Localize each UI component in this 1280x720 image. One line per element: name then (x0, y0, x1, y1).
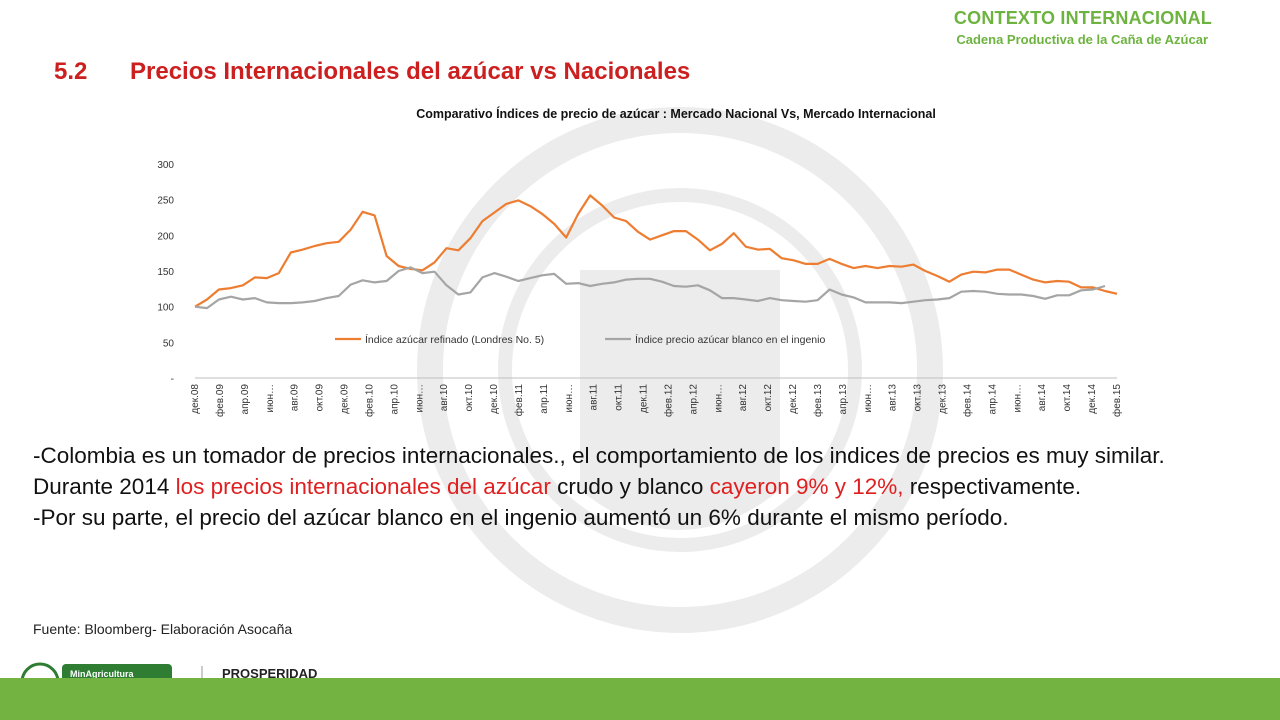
y-tick-label: 100 (157, 303, 174, 314)
body-highlight-drop: cayeron 9% y 12%, (709, 474, 904, 499)
x-tick-label: дек.14 (1087, 384, 1098, 414)
chart-title: Comparativo Índices de precio de azúcar … (416, 106, 936, 121)
x-tick-label: июн… (713, 384, 724, 413)
x-tick-label: фев.13 (812, 384, 824, 417)
footer-logos: MinAgricultura PROSPERIDAD (20, 662, 317, 680)
x-tick-label: дек.08 (190, 384, 201, 414)
x-tick-label: фев.11 (513, 384, 525, 417)
x-tick-label: фев.09 (214, 384, 226, 417)
y-tick-label: 250 (157, 196, 174, 207)
source-note: Fuente: Bloomberg- Elaboración Asocaña (33, 621, 293, 637)
x-tick-label: авг.09 (290, 384, 301, 412)
x-tick-label: июн… (863, 384, 874, 413)
x-tick-label: окт.11 (614, 384, 625, 411)
x-tick-label: дек.11 (639, 384, 650, 413)
x-tick-label: окт.12 (763, 384, 774, 412)
series-line-1 (194, 194, 1118, 308)
x-tick-label: окт.10 (464, 384, 475, 412)
x-tick-label: апр.10 (389, 384, 400, 415)
legend-label-2: Índice precio azúcar blanco en el ingeni… (635, 333, 825, 346)
x-tick-label: июн… (414, 384, 425, 413)
x-tick-label: июн… (265, 384, 276, 413)
x-tick-label: дек.12 (788, 384, 799, 414)
minagricultura-logo-text: MinAgricultura (70, 669, 134, 679)
x-tick-label: июн… (564, 384, 575, 413)
y-tick-label: 150 (157, 267, 174, 278)
body-line-1: -Colombia es un tomador de precios inter… (33, 443, 1165, 468)
body-line-2a: Durante 2014 (33, 474, 176, 499)
x-tick-label: окт.09 (315, 384, 326, 412)
body-line-3: -Por su parte, el precio del azúcar blan… (33, 505, 1009, 530)
y-tick-label: 300 (157, 160, 174, 171)
line-chart: Comparativo Índices de precio de azúcar … (157, 106, 1123, 417)
series-line-2 (194, 266, 1106, 310)
x-tick-label: окт.13 (913, 384, 924, 412)
body-line-2c: crudo y blanco (550, 474, 710, 499)
body-highlight-prices: los precios internacionales del azúcar (175, 474, 551, 499)
x-tick-label: апр.11 (539, 384, 550, 414)
x-tick-label: авг.11 (589, 384, 600, 411)
x-tick-label: июн… (1012, 384, 1023, 413)
x-tick-label: фев.14 (961, 384, 973, 417)
x-tick-label: апр.13 (838, 384, 849, 415)
y-tick-label: 200 (157, 231, 174, 242)
legend-label-1: Índice azúcar refinado (Londres No. 5) (365, 333, 544, 346)
x-tick-label: фев.15 (1111, 384, 1123, 417)
body-line-2: Durante 2014 los precios internacionales… (33, 471, 1205, 502)
chart-container: Comparativo Índices de precio de azúcar … (140, 100, 1140, 440)
x-tick-label: дек.13 (938, 384, 949, 414)
x-tick-label: авг.10 (439, 384, 450, 412)
x-tick-label: авг.13 (888, 384, 899, 412)
x-tick-label: апр.14 (987, 384, 998, 415)
x-tick-label: фев.10 (363, 384, 375, 417)
coat-of-arms-logo (20, 662, 60, 680)
section-title: Precios Internacionales del azúcar vs Na… (130, 58, 691, 85)
body-text: -Colombia es un tomador de precios inter… (33, 440, 1205, 533)
x-tick-label: окт.14 (1062, 384, 1073, 412)
body-line-2e: respectivamente. (903, 474, 1082, 499)
minagricultura-logo (62, 664, 172, 680)
x-tick-label: фев.12 (662, 384, 674, 417)
section-number: 5.2 (54, 58, 88, 85)
x-tick-label: дек.09 (340, 384, 351, 414)
x-tick-label: авг.14 (1037, 384, 1048, 412)
y-tick-label: 50 (163, 338, 175, 349)
x-tick-label: авг.12 (738, 384, 749, 412)
header-title: CONTEXTO INTERNACIONAL (953, 8, 1212, 28)
footer-bar (0, 678, 1280, 720)
y-tick-label: - (171, 374, 174, 385)
x-tick-label: апр.12 (688, 384, 699, 415)
x-tick-label: дек.10 (489, 384, 500, 414)
header-subtitle: Cadena Productiva de la Caña de Azúcar (956, 32, 1208, 47)
prosperidad-logo-text: PROSPERIDAD (222, 666, 317, 680)
x-tick-label: апр.09 (240, 384, 251, 415)
